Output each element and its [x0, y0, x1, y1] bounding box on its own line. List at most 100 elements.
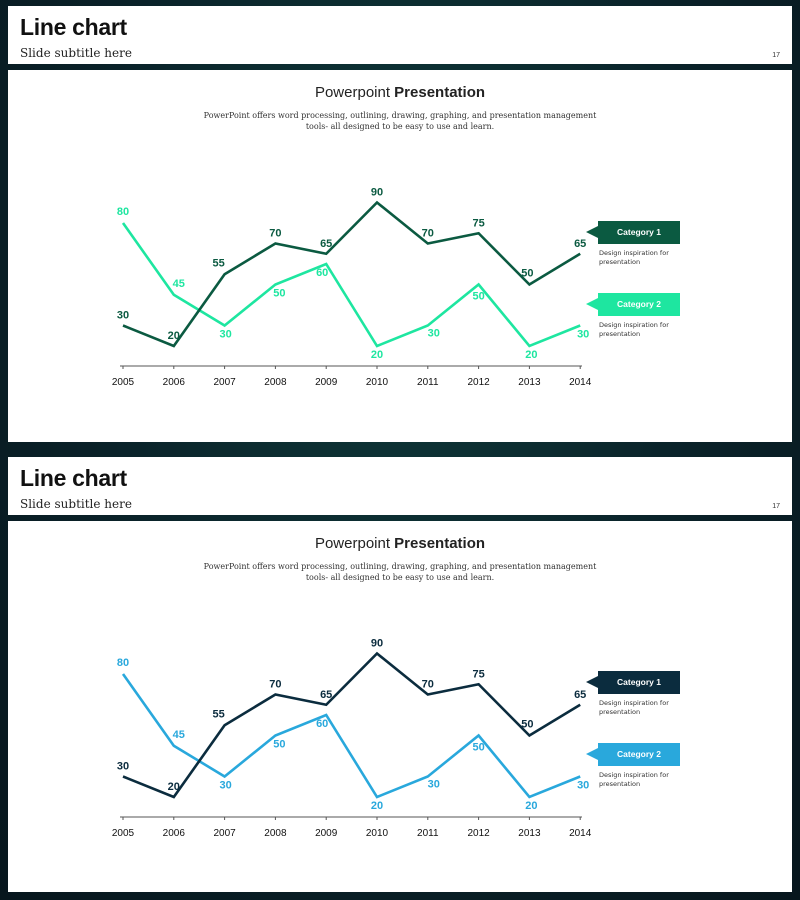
legend-label: Category 2 [617, 299, 661, 309]
data-label: 45 [173, 278, 185, 290]
x-tick-label: 2013 [518, 377, 541, 388]
x-tick-label: 2009 [315, 828, 338, 839]
x-tick-label: 2011 [417, 828, 439, 839]
page-number: 17 [772, 52, 780, 59]
data-label: 70 [422, 679, 434, 691]
content-panel: Powerpoint Presentation PowerPoint offer… [8, 70, 792, 442]
data-label: 30 [117, 310, 129, 322]
line-chart: 2005 2006 2007 2008 2009 2010 2011 2012 2013 2014… [112, 187, 592, 389]
data-label: 50 [521, 268, 533, 280]
x-tick-label: 2010 [366, 828, 389, 839]
data-label: 80 [117, 206, 129, 218]
series-line-2 [121, 673, 581, 799]
slide-subtitle: Slide subtitle here [20, 497, 132, 511]
heading-light: Powerpoint [314, 535, 390, 552]
data-label: 50 [521, 719, 533, 731]
x-tick-label: 2011 [417, 377, 439, 388]
data-label: 75 [472, 668, 484, 680]
legend-category-2: Category 2 [586, 293, 680, 316]
data-label: 75 [472, 217, 484, 229]
presentation-heading: Powerpoint Presentation [8, 535, 792, 552]
legend-description: Design inspiration for presentation [599, 771, 669, 788]
x-tick-label: 2009 [315, 377, 338, 388]
legend-pointer-icon [586, 298, 598, 310]
data-label: 55 [212, 708, 224, 720]
data-label: 90 [371, 187, 383, 199]
x-tick-label: 2007 [213, 828, 236, 839]
x-tick-label: 2008 [264, 377, 287, 388]
data-label: 30 [428, 328, 440, 340]
x-tick-label: 2014 [569, 377, 592, 388]
slide-header: Line chart Slide subtitle here 17 [8, 6, 792, 64]
data-label: 50 [472, 742, 484, 754]
slide-title: Line chart [20, 14, 127, 40]
legend-pointer-icon [586, 748, 598, 760]
data-label: 50 [472, 291, 484, 303]
x-tick-label: 2005 [112, 377, 135, 388]
data-label: 30 [219, 780, 231, 792]
data-label: 60 [316, 267, 328, 279]
data-label: 20 [525, 800, 537, 812]
slide-2: Line chart Slide subtitle here 17 Powerp… [0, 451, 800, 900]
series-line-2 [121, 222, 581, 348]
line-chart: 2005 2006 2007 2008 2009 2010 2011 2012 2013 2014… [112, 638, 592, 840]
legend-label: Category 2 [617, 749, 661, 759]
x-tick-label: 2013 [518, 828, 541, 839]
legend-label: Category 1 [617, 677, 661, 687]
data-label: 70 [269, 679, 281, 691]
data-label: 30 [577, 329, 589, 341]
x-tick-label: 2012 [467, 377, 490, 388]
page-number: 17 [772, 503, 780, 510]
legend-pointer-icon [586, 676, 598, 688]
legend-category-1: Category 1 [586, 671, 680, 694]
data-label: 90 [371, 638, 383, 650]
series-line-1 [122, 200, 581, 348]
data-label: 30 [117, 761, 129, 773]
legend-description: Design inspiration for presentation [599, 249, 669, 266]
x-tick-label: 2014 [569, 828, 592, 839]
data-label: 20 [168, 330, 180, 342]
data-label: 45 [173, 729, 185, 741]
data-label: 20 [371, 349, 383, 361]
legend-description: Design inspiration for presentation [599, 321, 669, 338]
heading-bold: Presentation [394, 84, 486, 101]
heading-bold: Presentation [394, 535, 486, 552]
slide-1: Line chart Slide subtitle here 17 Powerp… [0, 0, 800, 446]
presentation-heading: Powerpoint Presentation [8, 84, 792, 101]
slide-title: Line chart [20, 465, 127, 491]
data-label: 30 [219, 329, 231, 341]
data-label: 70 [422, 228, 434, 240]
data-label: 50 [273, 739, 285, 751]
presentation-description: PowerPoint offers word processing, outli… [203, 111, 597, 131]
x-tick-label: 2005 [112, 828, 135, 839]
slide-header: Line chart Slide subtitle here 17 [8, 457, 792, 515]
data-label: 80 [117, 657, 129, 669]
data-label: 65 [574, 238, 586, 250]
series-line-1 [122, 651, 581, 799]
x-tick-label: 2010 [366, 377, 389, 388]
x-tick-label: 2012 [467, 828, 490, 839]
presentation-description: PowerPoint offers word processing, outli… [203, 562, 597, 582]
content-panel: Powerpoint Presentation PowerPoint offer… [8, 521, 792, 892]
x-tick-label: 2007 [213, 377, 236, 388]
legend-description: Design inspiration for presentation [599, 699, 669, 716]
data-label: 30 [577, 780, 589, 792]
data-label: 20 [371, 800, 383, 812]
x-tick-label: 2008 [264, 828, 287, 839]
heading-light: Powerpoint [314, 84, 390, 101]
data-label: 30 [428, 779, 440, 791]
data-label: 60 [316, 718, 328, 730]
data-label: 70 [269, 228, 281, 240]
legend-category-1: Category 1 [586, 221, 680, 244]
legend-category-2: Category 2 [586, 743, 680, 766]
data-label: 50 [273, 288, 285, 300]
data-label: 55 [212, 257, 224, 269]
data-label: 65 [574, 689, 586, 701]
x-tick-label: 2006 [163, 828, 186, 839]
x-tick-label: 2006 [163, 377, 186, 388]
data-label: 65 [320, 238, 332, 250]
legend-pointer-icon [586, 226, 598, 238]
legend-label: Category 1 [617, 227, 661, 237]
data-label: 20 [168, 781, 180, 793]
data-label: 65 [320, 689, 332, 701]
